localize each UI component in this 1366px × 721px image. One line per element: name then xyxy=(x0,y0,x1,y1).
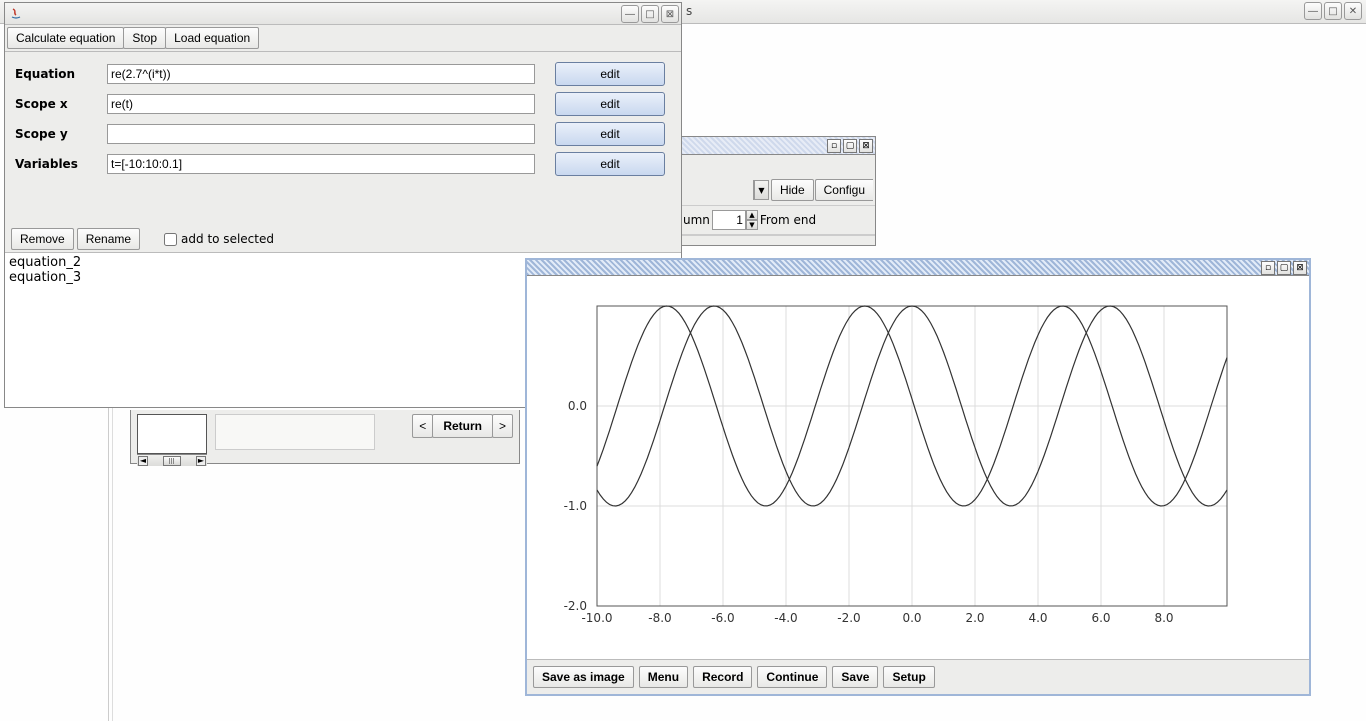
from-end-label: From end xyxy=(760,213,816,227)
svg-text:-10.0: -10.0 xyxy=(581,611,612,625)
chart-close-icon[interactable]: ⊠ xyxy=(1293,261,1307,275)
config-iconify-icon[interactable]: ▫ xyxy=(827,139,841,153)
eq-close-button[interactable]: ⊠ xyxy=(661,5,679,23)
edit-variables-button[interactable]: edit xyxy=(555,152,665,176)
svg-text:6.0: 6.0 xyxy=(1091,611,1110,625)
equation-label: Equation xyxy=(15,67,107,81)
add-to-selected-checkbox[interactable]: add to selected xyxy=(164,232,274,246)
chart-window-titlebar[interactable]: ▫ ▢ ⊠ xyxy=(527,260,1309,276)
svg-text:2.0: 2.0 xyxy=(965,611,984,625)
edit-equation-button[interactable]: edit xyxy=(555,62,665,86)
setup-button[interactable]: Setup xyxy=(883,666,934,688)
remove-button[interactable]: Remove xyxy=(11,228,74,250)
svg-text:0.0: 0.0 xyxy=(568,399,587,413)
equation-window-titlebar[interactable]: ― □ ⊠ xyxy=(5,3,681,25)
equation-input[interactable] xyxy=(107,64,535,84)
variables-label: Variables xyxy=(15,157,107,171)
continue-button[interactable]: Continue xyxy=(757,666,827,688)
bg-maximize-button[interactable]: □ xyxy=(1324,2,1342,20)
column-spinner[interactable]: ▲▼ xyxy=(712,210,758,230)
preview-scrollbar[interactable]: ◄ ► xyxy=(137,454,207,466)
scroll-right-icon[interactable]: ► xyxy=(196,456,206,466)
chart-window: ▫ ▢ ⊠ -10.0 -8.0 -6.0 -4.0 -2.0 0.0 2.0 4.0 6.0 8… xyxy=(525,258,1311,696)
svg-text:0.0: 0.0 xyxy=(902,611,921,625)
svg-text:-2.0: -2.0 xyxy=(837,611,860,625)
equation-list-tools: Remove Rename add to selected xyxy=(5,226,681,252)
chart-svg: -10.0 -8.0 -6.0 -4.0 -2.0 0.0 2.0 4.0 6.0 8.0 -2.0… xyxy=(527,276,1309,656)
stop-button[interactable]: Stop xyxy=(123,27,166,49)
nav-forward-button[interactable]: > xyxy=(492,414,513,438)
save-as-image-button[interactable]: Save as image xyxy=(533,666,634,688)
calculate-button[interactable]: Calculate equation xyxy=(7,27,124,49)
eq-maximize-button[interactable]: □ xyxy=(641,5,659,23)
chart-maximize-icon[interactable]: ▢ xyxy=(1277,261,1291,275)
scopex-label: Scope x xyxy=(15,97,107,111)
nav-back-button[interactable]: < xyxy=(412,414,433,438)
config-panel: ▫ ▢ ⊠ ▼ Hide Configu umn ▲▼ From end xyxy=(680,136,876,246)
load-equation-button[interactable]: Load equation xyxy=(165,27,259,49)
rename-button[interactable]: Rename xyxy=(77,228,140,250)
scroll-left-icon[interactable]: ◄ xyxy=(138,456,148,466)
chart-iconify-icon[interactable]: ▫ xyxy=(1261,261,1275,275)
chart-footer: Save as image Menu Record Continue Save … xyxy=(527,659,1309,694)
eq-minimize-button[interactable]: ― xyxy=(621,5,639,23)
svg-text:4.0: 4.0 xyxy=(1028,611,1047,625)
config-panel-titlebar[interactable]: ▫ ▢ ⊠ xyxy=(681,137,875,155)
edit-scopey-button[interactable]: edit xyxy=(555,122,665,146)
scopey-input[interactable] xyxy=(107,124,535,144)
record-button[interactable]: Record xyxy=(693,666,752,688)
column-value-input[interactable] xyxy=(712,210,746,230)
chevron-down-icon: ▼ xyxy=(754,181,768,199)
edit-scopex-button[interactable]: edit xyxy=(555,92,665,116)
chart-menu-button[interactable]: Menu xyxy=(639,666,688,688)
scopey-label: Scope y xyxy=(15,127,107,141)
add-to-selected-input[interactable] xyxy=(164,233,177,246)
chart-save-button[interactable]: Save xyxy=(832,666,878,688)
configure-button[interactable]: Configu xyxy=(815,179,873,201)
scroll-thumb[interactable] xyxy=(163,456,181,466)
preview-blank xyxy=(215,414,375,450)
svg-text:-2.0: -2.0 xyxy=(564,599,587,613)
java-icon xyxy=(9,7,23,21)
svg-text:8.0: 8.0 xyxy=(1154,611,1173,625)
variables-input[interactable] xyxy=(107,154,535,174)
config-dropdown[interactable]: ▼ xyxy=(753,180,769,200)
svg-text:-6.0: -6.0 xyxy=(711,611,734,625)
column-label-fragment: umn xyxy=(683,213,710,227)
svg-text:-8.0: -8.0 xyxy=(648,611,671,625)
nav-return-button[interactable]: Return xyxy=(432,414,493,438)
spin-up-icon[interactable]: ▲ xyxy=(746,210,758,220)
equation-form: Equation edit Scope x edit Scope y edit … xyxy=(5,52,681,186)
add-to-selected-label: add to selected xyxy=(181,232,274,246)
bg-close-button[interactable]: ✕ xyxy=(1344,2,1362,20)
bg-title-fragment: s xyxy=(686,4,692,18)
config-maximize-icon[interactable]: ▢ xyxy=(843,139,857,153)
preview-thumbnail[interactable]: ◄ ► xyxy=(137,414,207,466)
spin-down-icon[interactable]: ▼ xyxy=(746,220,758,230)
bg-minimize-button[interactable]: ― xyxy=(1304,2,1322,20)
scopex-input[interactable] xyxy=(107,94,535,114)
hide-button[interactable]: Hide xyxy=(771,179,814,201)
config-close-icon[interactable]: ⊠ xyxy=(859,139,873,153)
chart-canvas: -10.0 -8.0 -6.0 -4.0 -2.0 0.0 2.0 4.0 6.0 8.0 -2.0… xyxy=(527,276,1309,659)
preview-panel: ◄ ► < Return > xyxy=(130,410,520,464)
svg-text:-1.0: -1.0 xyxy=(564,499,587,513)
equation-toolbar: Calculate equation Stop Load equation xyxy=(5,25,681,52)
svg-text:-4.0: -4.0 xyxy=(774,611,797,625)
